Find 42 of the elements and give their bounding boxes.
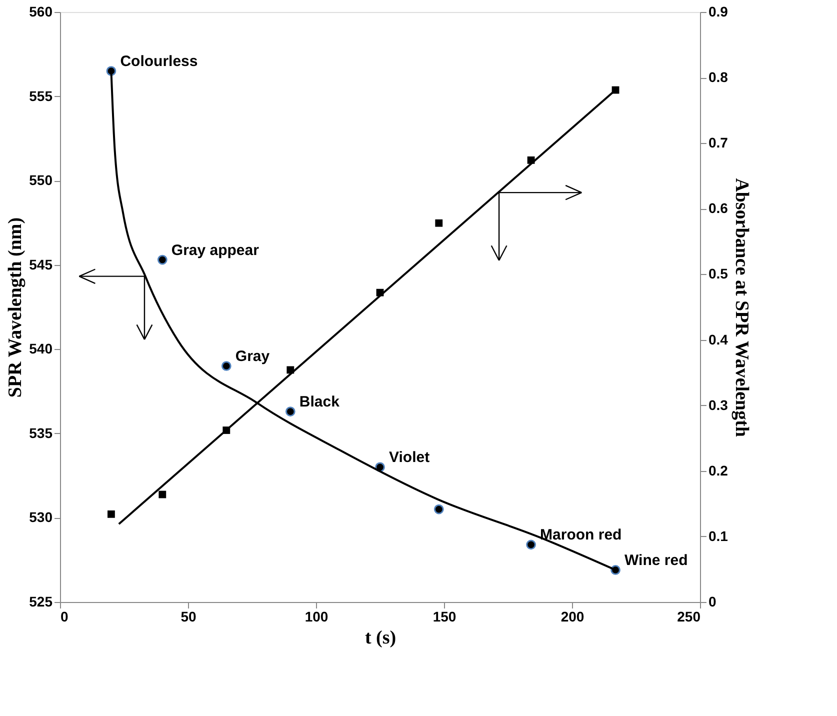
- y-tick-label: 555: [29, 88, 53, 104]
- y-axis-title: SPR Wavelength (nm): [5, 217, 26, 398]
- y2-tick-label: 0.8: [708, 69, 728, 86]
- point: [526, 540, 536, 550]
- y-tick-label: 560: [29, 4, 53, 20]
- y2-tick-label: 0.1: [708, 528, 728, 544]
- y2-tick-label: 0: [708, 594, 716, 610]
- point: [434, 504, 444, 514]
- annotation: Wine red: [624, 552, 688, 569]
- y2-tick-label: 0.9: [708, 4, 728, 20]
- x-tick-label: 150: [432, 608, 456, 624]
- annotation: Maroon red: [540, 526, 622, 544]
- point: [435, 219, 443, 227]
- x-tick-label: 200: [560, 608, 584, 624]
- x-tick-label: 100: [304, 608, 328, 624]
- annotation: Gray: [235, 348, 270, 365]
- y2-tick-label: 0.7: [708, 134, 728, 151]
- y2-axis-title: Absorbance at SPR Wavelength: [730, 178, 752, 438]
- y2-tick-label: 0.3: [708, 396, 728, 413]
- y-tick-label: 525: [29, 594, 53, 610]
- annotation: Violet: [389, 449, 430, 466]
- x-axis-title: t (s): [364, 628, 396, 648]
- y-tick-label: 530: [29, 509, 53, 526]
- point: [157, 254, 168, 265]
- annotation: Black: [299, 394, 340, 411]
- y2-tick-label: 0.4: [708, 331, 728, 348]
- point: [158, 490, 166, 498]
- y-tick-label: 540: [29, 340, 53, 357]
- y-tick-label: 535: [29, 424, 53, 441]
- y-tick-label: 550: [29, 172, 53, 188]
- annotation: Colourless: [120, 53, 198, 70]
- x-tick-label: 250: [677, 608, 701, 624]
- point: [285, 406, 296, 416]
- y2-tick-label: 0.2: [708, 462, 728, 478]
- point: [221, 361, 232, 371]
- x-tick-label: 0: [60, 608, 68, 624]
- annotation: Gray appear: [171, 242, 260, 259]
- point: [107, 510, 115, 518]
- y2-tick-label: 0.6: [708, 200, 728, 216]
- y2-tick-label: 0.5: [708, 266, 728, 282]
- y-tick-label: 545: [29, 256, 53, 272]
- x-tick-label: 50: [180, 608, 196, 624]
